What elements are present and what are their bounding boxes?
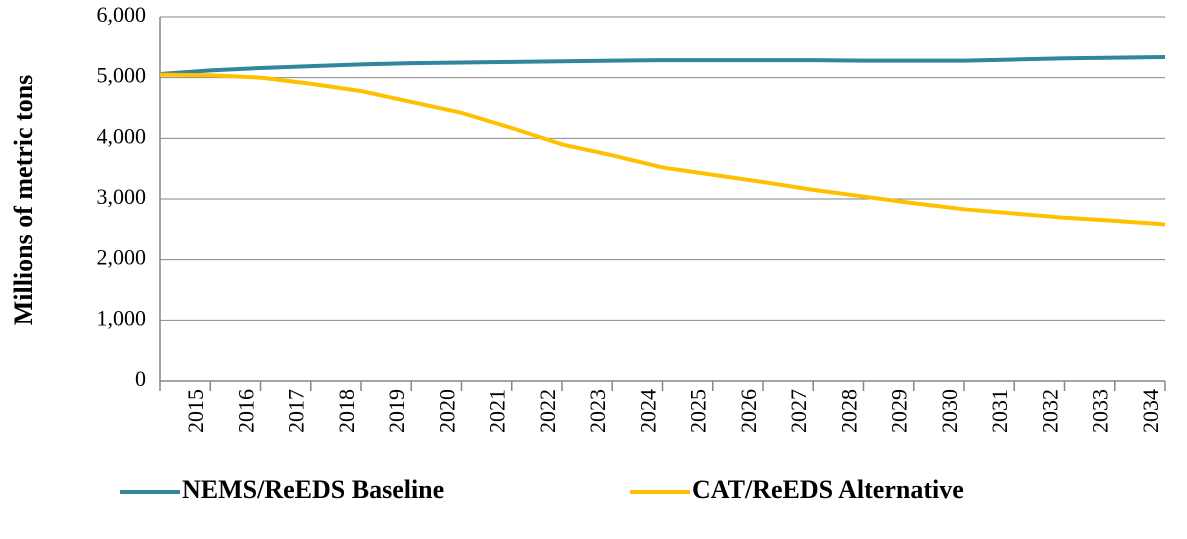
x-tick-label: 2028 xyxy=(836,389,861,433)
x-tick-label: 2025 xyxy=(686,389,711,433)
series-line xyxy=(159,72,1166,227)
x-tick-label: 2026 xyxy=(736,389,761,433)
x-tick-label: 2017 xyxy=(284,389,309,433)
x-tick-label: 2033 xyxy=(1088,389,1113,433)
x-tick-label: 2023 xyxy=(585,389,610,433)
series-line xyxy=(159,55,1166,77)
x-tick-label: 2032 xyxy=(1037,389,1062,433)
x-tick-label: 2020 xyxy=(434,389,459,433)
x-tick-label: 2019 xyxy=(384,389,409,433)
y-tick-label: 2,000 xyxy=(97,245,147,270)
x-tick-label: 2016 xyxy=(233,389,258,433)
y-tick-label: 4,000 xyxy=(97,123,147,148)
x-tick-label: 2031 xyxy=(987,389,1012,433)
y-tick-label: 0 xyxy=(135,366,146,391)
x-tick-label: 2021 xyxy=(485,389,510,433)
x-tick-label: 2015 xyxy=(183,389,208,433)
y-tick-label: 6,000 xyxy=(97,2,147,27)
legend-label: NEMS/ReEDS Baseline xyxy=(182,475,444,504)
x-tick-label: 2029 xyxy=(887,389,912,433)
x-tick-label: 2024 xyxy=(635,389,660,433)
y-axis-label: Millions of metric tons xyxy=(9,75,38,326)
legend-label: CAT/ReEDS Alternative xyxy=(692,475,964,504)
x-tick-label: 2018 xyxy=(334,389,359,433)
y-tick-label: 3,000 xyxy=(97,184,147,209)
x-tick-label: 2034 xyxy=(1138,389,1163,433)
x-tick-label: 2027 xyxy=(786,389,811,433)
x-tick-label: 2022 xyxy=(535,389,560,433)
y-tick-label: 1,000 xyxy=(97,305,147,330)
x-tick-label: 2030 xyxy=(937,389,962,433)
y-tick-label: 5,000 xyxy=(97,63,147,88)
